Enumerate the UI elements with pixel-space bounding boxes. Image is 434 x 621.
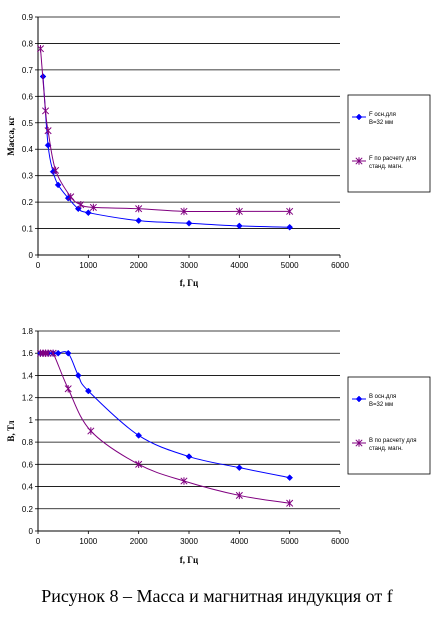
data-point [286, 499, 294, 507]
data-point [84, 209, 92, 217]
data-point [286, 207, 294, 216]
x-tick-label: 4000 [230, 537, 248, 546]
data-point [54, 181, 62, 189]
data-point [235, 464, 243, 472]
y-tick-label: 0.6 [22, 460, 34, 469]
x-tick-label: 3000 [180, 537, 198, 546]
data-point [235, 207, 243, 216]
data-point [44, 349, 52, 357]
y-tick-label: 0.4 [22, 483, 34, 492]
y-tick-label: 1.2 [22, 394, 34, 403]
legend-marker [355, 113, 363, 121]
data-point [36, 45, 45, 53]
x-tick-label: 4000 [230, 261, 248, 270]
legend-marker [355, 157, 363, 165]
data-point [89, 203, 97, 212]
chart-2: 0 0.2 0.4 0.6 0.8 1 1.2 1.4 1.6 1.8 0 1000 2000 3000 4… [6, 327, 431, 565]
y-tick-label: 0 [29, 527, 34, 536]
data-point [135, 432, 143, 439]
legend-label: F осн.для B=32 мм [369, 112, 396, 126]
x-tick-label: 6000 [331, 261, 349, 270]
data-point [41, 107, 50, 115]
x-tick-label: 5000 [281, 261, 299, 270]
legend-label: F по расчету для станд. магн. [369, 156, 416, 170]
y-tick-label: 0.4 [22, 145, 34, 154]
y-tick-label: 0 [29, 251, 34, 260]
y-tick-label: 0.2 [22, 198, 34, 207]
x-tick-label: 0 [36, 537, 41, 546]
y-tick-label: 0.9 [22, 13, 34, 22]
data-point [64, 349, 72, 357]
figure-caption: Рисунок 8 – Масса и магнитная индукция о… [41, 586, 393, 606]
legend-label: B осн.для B=32 мм [369, 394, 396, 408]
data-point [67, 193, 75, 201]
data-point [49, 349, 57, 357]
x-tick-label: 5000 [281, 537, 299, 546]
x-tick-label: 0 [36, 261, 41, 270]
x-axis-label: f, Гц [180, 278, 199, 288]
series-line-2 [40, 48, 290, 213]
legend-label: B по расчету для станд. магн. [369, 438, 417, 452]
legend-marker [355, 395, 363, 403]
data-point [185, 219, 193, 227]
y-tick-label: 0.8 [22, 438, 34, 447]
y-tick-label: 0.5 [22, 119, 34, 128]
legend: F осн.для B=32 мм F по расчету для станд. м… [347, 94, 431, 193]
legend-box [347, 376, 431, 475]
y-tick-label: 0.3 [22, 172, 34, 181]
y-tick-label: 0.1 [22, 225, 34, 234]
y-tick-label: 1 [29, 416, 34, 425]
data-point [74, 372, 82, 379]
y-tick-label: 0.6 [22, 92, 34, 101]
legend-box [347, 94, 431, 193]
y-tick-label: 1.8 [22, 327, 34, 336]
y-tick-label: 0.7 [22, 66, 34, 75]
data-point [185, 453, 193, 460]
y-tick-label: 0.8 [22, 39, 34, 48]
data-point [44, 127, 52, 135]
y-tick-label: 1.6 [22, 349, 34, 358]
x-tick-label: 1000 [79, 261, 97, 270]
data-point [52, 166, 60, 175]
data-point [135, 205, 143, 213]
x-tick-label: 1000 [79, 537, 97, 546]
legend: B осн.для B=32 мм B по расчету для станд. м… [347, 376, 431, 475]
data-point [77, 201, 85, 209]
data-point [135, 217, 143, 224]
x-tick-label: 2000 [130, 261, 148, 270]
data-point [74, 205, 82, 213]
y-tick-label: 0.2 [22, 505, 34, 514]
chart-1: 0 0.1 0.2 0.3 0.4 0.5 0.6 0.7 0.8 0.9 0 1000 2000 300… [6, 13, 431, 288]
x-tick-label: 3000 [180, 261, 198, 270]
x-tick-label: 2000 [130, 537, 148, 546]
x-tick-label: 6000 [331, 537, 349, 546]
y-tick-label: 1.4 [22, 371, 34, 380]
series-line-1 [40, 351, 290, 479]
y-axis-label: Масса, кг [6, 116, 16, 155]
legend-marker [355, 439, 363, 447]
x-axis-label: f, Гц [180, 555, 199, 565]
y-axis-label: B, Тл [6, 420, 16, 441]
data-point [180, 477, 188, 485]
data-point [180, 207, 188, 216]
data-point [135, 460, 143, 469]
data-point [64, 385, 72, 393]
data-point [87, 427, 95, 435]
data-point [286, 474, 294, 482]
data-point [235, 491, 243, 500]
data-point [84, 387, 92, 395]
data-point [54, 349, 62, 357]
data-point [286, 223, 294, 231]
data-point [235, 222, 243, 230]
